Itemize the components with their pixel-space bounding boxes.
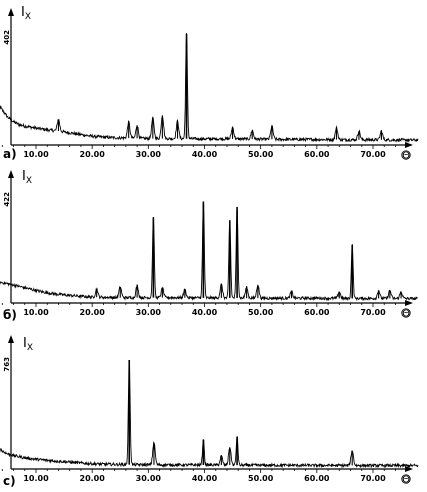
x-tick-label: 40.00 (192, 474, 218, 483)
y-axis-arrow (8, 335, 14, 343)
panel-label: c) (3, 474, 16, 488)
y-max-label: 763 (3, 357, 11, 372)
y-axis-title: IX (22, 169, 32, 186)
y-axis-title-symbol: I (21, 5, 25, 20)
x-tick-label: 70.00 (360, 308, 386, 317)
y-axis-title-symbol: I (22, 169, 26, 184)
x-tick-label: 60.00 (304, 308, 330, 317)
x-tick-label: 20.00 (80, 150, 106, 159)
theta-circle (401, 150, 411, 160)
x-tick-label: 20.00 (80, 308, 106, 317)
x-axis-arrow (405, 300, 413, 306)
diffraction-trace (0, 361, 419, 469)
theta-circle (401, 308, 411, 318)
y-axis-arrow (8, 8, 14, 16)
x-tick-label: 40.00 (192, 150, 218, 159)
y-axis-title-subscript: X (25, 12, 31, 22)
x-tick-label: 10.00 (23, 308, 49, 317)
y-max-label: 402 (3, 30, 11, 45)
x-tick-label: 30.00 (136, 474, 162, 483)
x-axis-title: Θ (402, 475, 410, 486)
panel-label: б) (3, 308, 17, 322)
y-axis-title: IX (21, 5, 31, 22)
diffractogram-panel-1: 10.00 20.00 30.00 40.00 50.00 60.00 70.00 402 IX… (0, 5, 419, 162)
panel-label: a) (3, 147, 17, 161)
y-axis-title-subscript: X (27, 343, 33, 353)
diffractogram-panel-2: 10.00 20.00 30.00 40.00 50.00 60.00 70.00 422 IX… (0, 169, 419, 322)
diffraction-trace (0, 203, 419, 302)
x-tick-label: 40.00 (192, 308, 218, 317)
x-tick-label: 30.00 (136, 150, 162, 159)
x-tick-label: 30.00 (136, 308, 162, 317)
diffraction-trace (0, 33, 419, 143)
x-axis-arrow (405, 142, 413, 148)
y-max-label: 422 (3, 192, 11, 207)
x-tick-label: 60.00 (304, 150, 330, 159)
x-axis-title: Θ (402, 151, 410, 162)
y-axis-title-symbol: I (23, 336, 27, 351)
x-tick-label: 70.00 (360, 150, 386, 159)
x-tick-label: 70.00 (360, 474, 386, 483)
x-tick-label: 60.00 (304, 474, 330, 483)
y-axis-title: IX (23, 336, 33, 353)
x-axis-title: Θ (402, 309, 410, 320)
x-tick-label: 50.00 (248, 150, 274, 159)
diffractogram-panel-3: 10.00 20.00 30.00 40.00 50.00 60.00 70.00 763 IX… (0, 335, 419, 488)
x-tick-label: 10.00 (23, 150, 49, 159)
y-axis-title-subscript: X (26, 176, 32, 186)
x-tick-label: 10.00 (23, 474, 49, 483)
x-tick-label: 50.00 (248, 308, 274, 317)
x-tick-label: 50.00 (248, 474, 274, 483)
x-tick-label: 20.00 (80, 474, 106, 483)
theta-circle (401, 474, 411, 484)
y-axis-arrow (8, 170, 14, 178)
